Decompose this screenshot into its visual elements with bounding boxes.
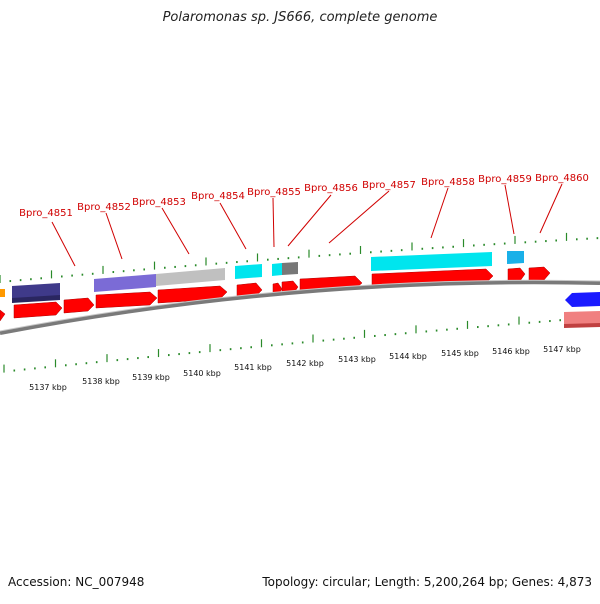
scale-label-5144: 5144 kbp [389, 352, 427, 361]
scale-label-5146: 5146 kbp [492, 347, 530, 356]
gene-label-bpro-4853: Bpro_4853 [132, 197, 186, 208]
gene-label-bpro-4855: Bpro_4855 [247, 187, 301, 198]
gene-arrow-12 [528, 266, 551, 282]
leader-bpro-4854 [219, 202, 247, 250]
scale-labels: 5137 kbp 5138 kbp 5139 kbp 5140 kbp 5141… [29, 345, 581, 392]
scale-label-5145: 5145 kbp [441, 349, 479, 358]
map-title: Polaromonas sp. JS666, complete genome [162, 10, 438, 25]
gene-label-bpro-4859: Bpro_4859 [478, 174, 532, 185]
gene-labels: Bpro_4851 Bpro_4852 Bpro_4853 Bpro_4854 … [19, 173, 589, 219]
feature-track-upper [0, 251, 524, 303]
gene-label-bpro-4854: Bpro_4854 [191, 191, 245, 202]
feature-pink-shadow [564, 323, 600, 328]
genome-backbone [0, 280, 600, 335]
scale-label-5140: 5140 kbp [183, 369, 221, 378]
gene-arrow-1 [0, 309, 6, 322]
scale-label-5142: 5142 kbp [286, 359, 324, 368]
leader-bpro-4857 [328, 190, 390, 244]
gene-arrow-3 [63, 297, 95, 314]
leader-bpro-4853 [161, 207, 190, 255]
gene-label-bpro-4851: Bpro_4851 [19, 208, 73, 219]
leader-bpro-4860 [539, 183, 563, 234]
genome-summary: Topology: circular; Length: 5,200,264 bp… [262, 575, 592, 589]
scale-label-5143: 5143 kbp [338, 355, 376, 364]
gene-arrow-4 [95, 291, 158, 309]
leader-bpro-4856 [287, 194, 332, 247]
leader-bpro-4852 [105, 212, 123, 260]
scale-label-5141: 5141 kbp [234, 363, 272, 372]
gene-arrow-2 [13, 301, 63, 319]
gene-label-bpro-4852: Bpro_4852 [77, 202, 131, 213]
gene-arrow-blue-reverse [565, 292, 600, 307]
feature-cyan-4 [507, 251, 524, 264]
outer-tick-row [0, 232, 599, 283]
feature-pink [564, 311, 600, 325]
accession-label: Accession: NC_007948 [8, 575, 145, 589]
feature-darkgray [282, 262, 298, 275]
leader-bpro-4851 [51, 221, 76, 267]
gene-label-bpro-4860: Bpro_4860 [535, 173, 589, 184]
label-leaders [51, 183, 563, 267]
feature-orange [0, 289, 5, 297]
genome-backbone-highlight [0, 279, 600, 332]
leader-bpro-4858 [430, 187, 449, 239]
scale-label-5138: 5138 kbp [82, 377, 120, 386]
gene-label-bpro-4858: Bpro_4858 [421, 177, 475, 188]
gene-arrow-6 [236, 282, 263, 298]
gene-arrow-11 [507, 267, 526, 283]
gene-label-bpro-4856: Bpro_4856 [304, 183, 358, 194]
feature-cyan-3 [371, 252, 492, 271]
scale-label-5147: 5147 kbp [543, 345, 581, 354]
feature-purple [94, 274, 156, 292]
feature-navy-shadow [12, 295, 60, 303]
scale-label-5139: 5139 kbp [132, 373, 170, 382]
gene-label-bpro-4857: Bpro_4857 [362, 180, 416, 191]
gene-track-reverse [564, 292, 600, 328]
scale-label-5137: 5137 kbp [29, 383, 67, 392]
leader-bpro-4859 [504, 184, 515, 235]
feature-cyan-2 [272, 263, 282, 276]
feature-cyan-1 [235, 264, 262, 279]
leader-bpro-4855 [272, 197, 275, 248]
feature-gray [156, 268, 225, 286]
